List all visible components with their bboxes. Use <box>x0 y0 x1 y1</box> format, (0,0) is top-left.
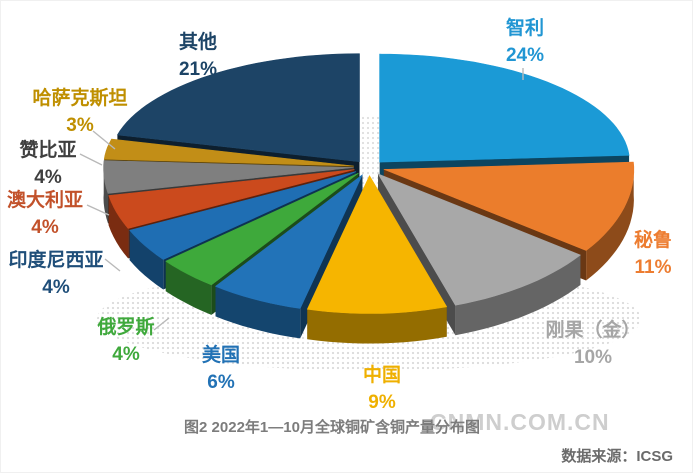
watermark: CNMN.COM.CN <box>430 409 610 435</box>
pie-slice-china[interactable] <box>307 175 447 344</box>
leader-lines <box>79 68 524 331</box>
chart-title: 图2 2022年1—10月全球铜矿含铜产量分布图 <box>184 419 480 436</box>
data-source: 数据来源：ICSG <box>561 448 673 465</box>
